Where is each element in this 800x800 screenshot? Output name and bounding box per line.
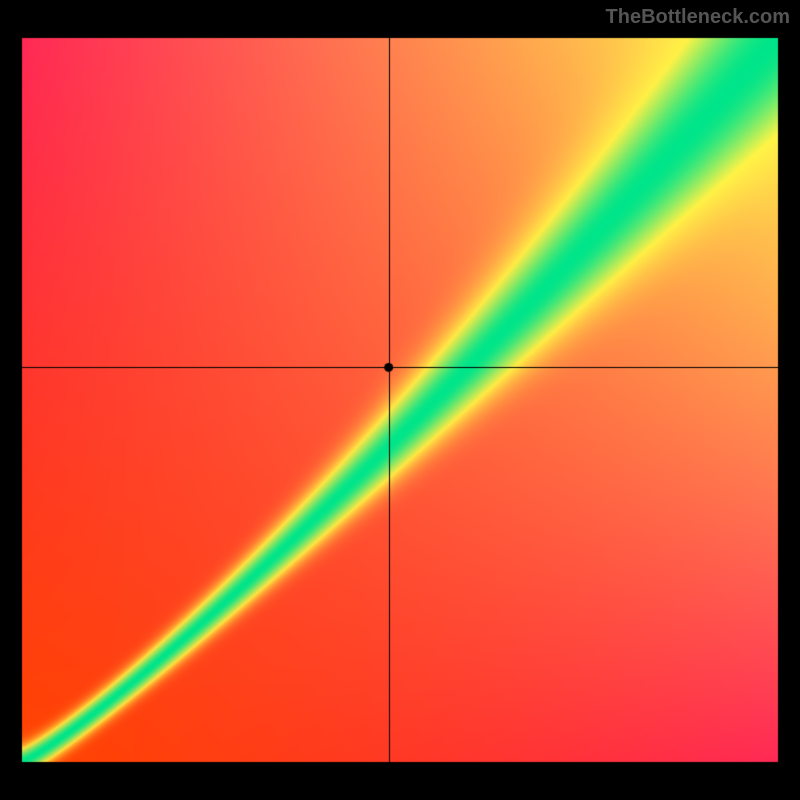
watermark-text: TheBottleneck.com xyxy=(606,6,790,29)
heatmap-canvas xyxy=(0,0,800,800)
root: TheBottleneck.com xyxy=(0,0,800,800)
